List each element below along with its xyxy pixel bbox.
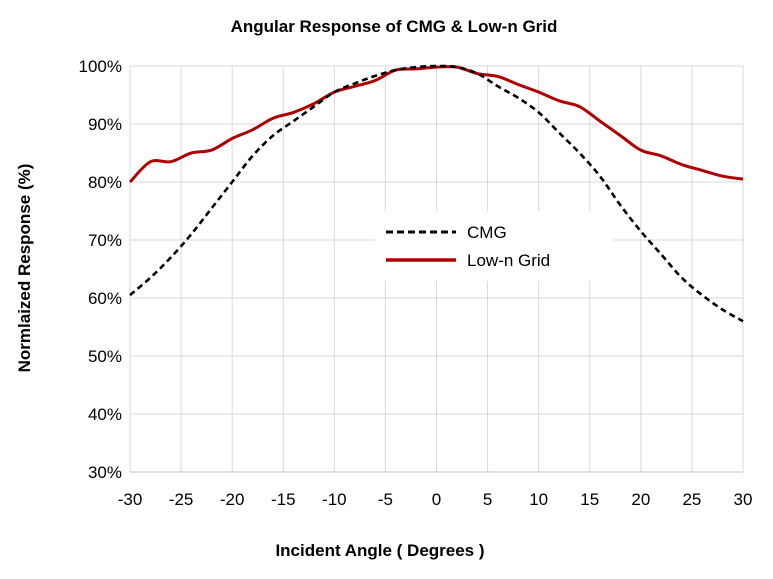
series-layer: [128, 64, 744, 323]
x-tick-label: -10: [322, 490, 347, 509]
y-tick-label: 30%: [88, 463, 122, 482]
series-line-low-n-grid: [128, 65, 744, 184]
y-tick-label: 40%: [88, 405, 122, 424]
x-axis-label: Incident Angle ( Degrees ): [275, 541, 484, 560]
x-tick-label: 5: [483, 490, 492, 509]
x-tick-label: 20: [631, 490, 650, 509]
y-tick-label: 60%: [88, 289, 122, 308]
x-tick-label: 0: [432, 490, 441, 509]
x-axis-ticks: -30 -25 -20 -15 -10 -5 0 5 10 15 20 25 30: [118, 490, 753, 509]
y-tick-label: 100%: [79, 57, 122, 76]
y-tick-label: 50%: [88, 347, 122, 366]
x-tick-label: -30: [118, 490, 143, 509]
legend-label-cmg: CMG: [467, 223, 507, 242]
y-tick-label: 90%: [88, 115, 122, 134]
x-tick-label: 15: [580, 490, 599, 509]
x-tick-label: -5: [378, 490, 393, 509]
y-axis-ticks: 30% 40% 50% 60% 70% 80% 90% 100%: [79, 57, 122, 482]
legend-box: [375, 211, 613, 281]
series-line-cmg: [129, 64, 744, 323]
x-tick-label: 30: [734, 490, 753, 509]
chart-title: Angular Response of CMG & Low-n Grid: [231, 17, 558, 36]
x-tick-label: 10: [529, 490, 548, 509]
y-tick-label: 70%: [88, 231, 122, 250]
y-axis-label: Normlaized Response (%): [15, 164, 34, 373]
legend-label-low-n-grid: Low-n Grid: [467, 251, 550, 270]
x-tick-label: 25: [682, 490, 701, 509]
legend: CMG Low-n Grid: [375, 211, 613, 281]
x-tick-label: -25: [169, 490, 194, 509]
x-tick-label: -20: [220, 490, 245, 509]
y-tick-label: 80%: [88, 173, 122, 192]
x-tick-label: -15: [271, 490, 296, 509]
